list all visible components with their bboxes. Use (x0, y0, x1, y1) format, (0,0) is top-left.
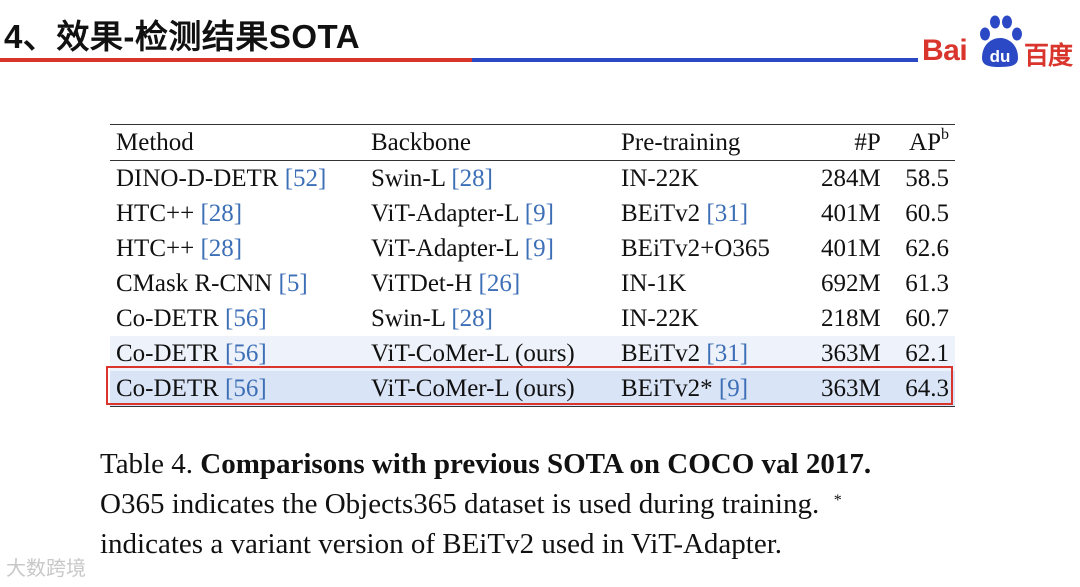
params-cell: 401M (821, 234, 881, 262)
baidu-logo: Bai du 百度 (922, 14, 1078, 70)
ap-cell: 62.1 (905, 339, 949, 367)
logo-text-bai: Bai (922, 34, 968, 67)
params-cell: 692M (821, 269, 881, 297)
results-table-wrapper: Method Backbone Pre-training #P APb DINO… (110, 124, 955, 407)
title-underline-red (0, 58, 472, 62)
paw-icon: du (976, 14, 1024, 68)
table-caption: Table 4. Comparisons with previous SOTA … (100, 444, 1000, 564)
pretraining-cell: BEiTv2* [9] (621, 374, 749, 402)
table-header-row: Method Backbone Pre-training #P APb (110, 124, 955, 161)
ap-label: AP (909, 129, 941, 156)
table-row: HTC++ [28] ViT-Adapter-L [9] BEiTv2 [31]… (110, 196, 955, 231)
backbone-cell: Swin-L [28] (371, 164, 493, 192)
table-row-highlighted: Co-DETR [56] ViT-CoMer-L (ours) BEiTv2* … (110, 371, 955, 407)
params-cell: 284M (821, 164, 881, 192)
logo-text-cn: 百度 (1024, 42, 1073, 70)
caption-line-3: indicates a variant version of BEiTv2 us… (100, 528, 783, 560)
backbone-cell: ViTDet-H [26] (371, 269, 521, 297)
table-row: Co-DETR [56] Swin-L [28] IN-22K 218M 60.… (110, 301, 955, 336)
backbone-cell: Swin-L [28] (371, 304, 493, 332)
col-header-params: #P (854, 129, 881, 156)
pretraining-cell: BEiTv2+O365 (621, 234, 770, 262)
watermark: 大数跨境 (6, 556, 86, 580)
ap-superscript: b (941, 126, 949, 143)
backbone-cell: ViT-CoMer-L (ours) (371, 339, 575, 367)
params-cell: 363M (821, 374, 881, 402)
backbone-cell: ViT-CoMer-L (ours) (371, 374, 575, 402)
backbone-cell: ViT-Adapter-L [9] (371, 234, 554, 262)
table-row: DINO-D-DETR [52] Swin-L [28] IN-22K 284M… (110, 161, 955, 197)
col-header-ap: APb (887, 125, 955, 161)
params-cell: 363M (821, 339, 881, 367)
method-cell: HTC++ [28] (116, 234, 243, 262)
method-cell: Co-DETR [56] (116, 374, 267, 402)
col-header-method: Method (116, 129, 194, 156)
ap-cell: 60.7 (905, 304, 949, 332)
method-cell: Co-DETR [56] (116, 304, 267, 332)
caption-star: * (833, 492, 842, 509)
col-header-pretraining: Pre-training (621, 129, 741, 156)
logo-text-du: du (990, 47, 1011, 66)
ap-cell: 60.5 (905, 199, 949, 227)
pretraining-cell: BEiTv2 [31] (621, 199, 749, 227)
table-row: Co-DETR [56] ViT-CoMer-L (ours) BEiTv2 [… (110, 336, 955, 371)
pretraining-cell: BEiTv2 [31] (621, 339, 749, 367)
caption-label: Table 4. (100, 448, 193, 480)
results-table: Method Backbone Pre-training #P APb DINO… (110, 124, 955, 407)
caption-line-1: Table 4. Comparisons with previous SOTA … (100, 444, 1000, 484)
pretraining-cell: IN-22K (621, 304, 699, 332)
ap-cell: 62.6 (905, 234, 949, 262)
method-cell: HTC++ [28] (116, 199, 243, 227)
method-cell: Co-DETR [56] (116, 339, 267, 367)
params-cell: 218M (821, 304, 881, 332)
pretraining-cell: IN-1K (621, 269, 687, 297)
caption-line-2: O365 indicates the Objects365 dataset is… (100, 488, 842, 520)
ap-cell: 64.3 (905, 374, 949, 402)
caption-title: Comparisons with previous SOTA on COCO v… (200, 448, 872, 480)
title-underline-blue (472, 58, 918, 62)
ap-cell: 61.3 (905, 269, 949, 297)
method-cell: DINO-D-DETR [52] (116, 164, 327, 192)
table-row: HTC++ [28] ViT-Adapter-L [9] BEiTv2+O365… (110, 231, 955, 266)
pretraining-cell: IN-22K (621, 164, 699, 192)
slide-title: 4、效果-检测结果SOTA (4, 18, 361, 55)
col-header-backbone: Backbone (371, 129, 471, 156)
method-cell: CMask R-CNN [5] (116, 269, 308, 297)
ap-cell: 58.5 (905, 164, 949, 192)
params-cell: 401M (821, 199, 881, 227)
table-row: CMask R-CNN [5] ViTDet-H [26] IN-1K 692M… (110, 266, 955, 301)
backbone-cell: ViT-Adapter-L [9] (371, 199, 554, 227)
